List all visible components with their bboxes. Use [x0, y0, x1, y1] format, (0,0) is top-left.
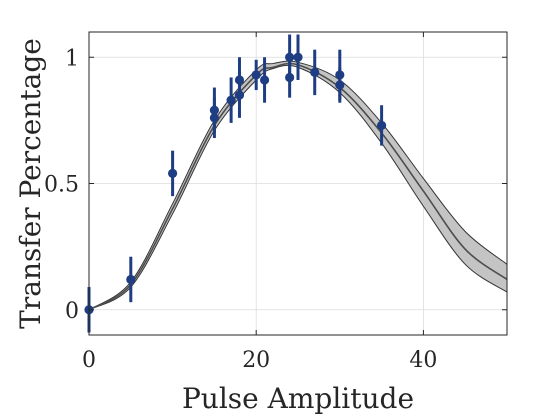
data-point: [226, 95, 236, 105]
x-tick-label: 40: [409, 348, 437, 373]
y-tick-label: 0: [65, 299, 79, 324]
fit-band-upper-edge: [88, 60, 508, 311]
data-point: [251, 70, 261, 80]
data-point: [168, 168, 178, 178]
data-point: [209, 105, 219, 115]
fit-band-lower-edge: [88, 64, 508, 311]
y-tick-label: 0.5: [44, 173, 79, 198]
x-tick-label: 0: [82, 348, 96, 373]
data-point: [377, 120, 387, 131]
data-point: [259, 75, 270, 85]
x-axis-label: Pulse Amplitude: [182, 382, 414, 415]
data-point: [209, 113, 219, 123]
data-point: [285, 72, 295, 83]
data-point: [310, 67, 320, 77]
data-point: [285, 52, 295, 62]
data-point: [234, 90, 245, 100]
data-point: [234, 75, 245, 85]
data-points: [84, 52, 387, 315]
x-tick-label: 20: [242, 348, 270, 373]
fit-center-line: [88, 62, 508, 311]
y-tick-label: 1: [65, 46, 79, 71]
data-point: [126, 274, 136, 285]
y-axis-label: Transfer Percentage: [14, 38, 47, 329]
data-point: [335, 70, 345, 80]
data-point: [293, 52, 303, 62]
axis-ticks: 0 20 40 0 0.5 1: [44, 32, 507, 373]
data-point: [335, 80, 345, 90]
